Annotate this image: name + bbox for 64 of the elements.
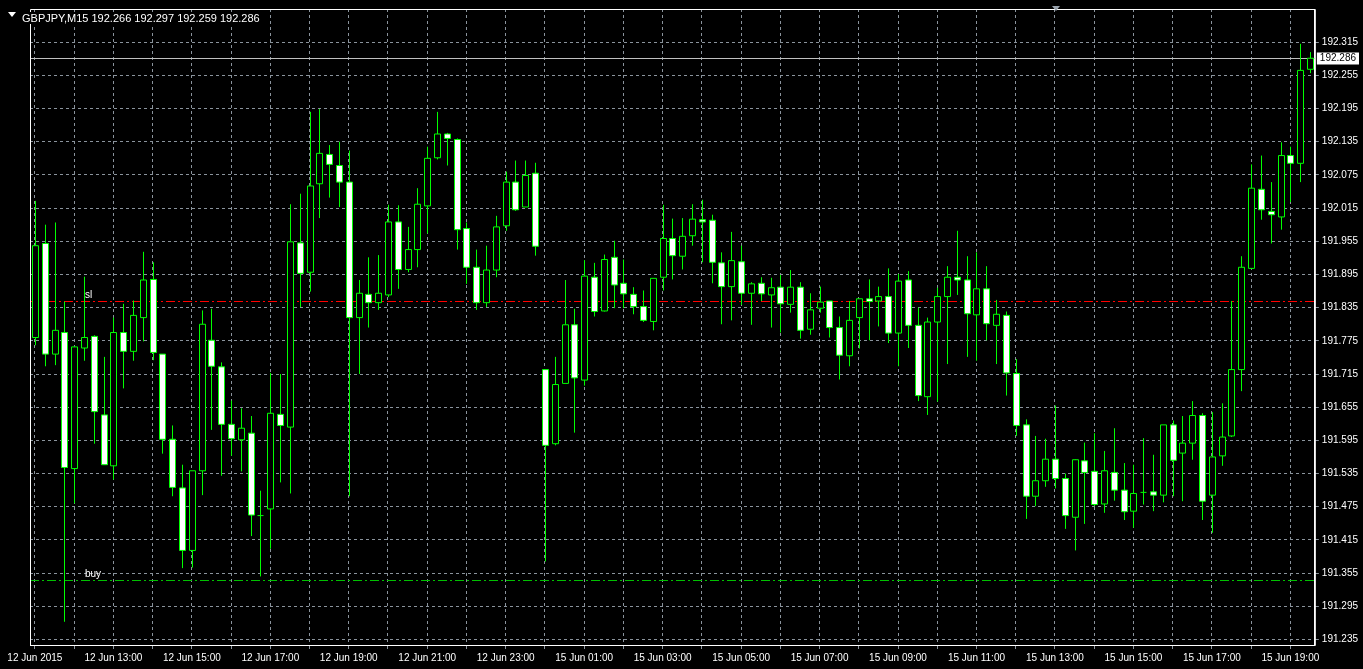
y-tick-label: 192.195 [1321,102,1359,114]
y-tick-label: 191.475 [1321,500,1359,512]
x-tick-label: 15 Jun 05:00 [712,651,771,663]
candlestick [738,245,745,306]
candlestick [1189,400,1196,461]
y-tick-label: 192.315 [1321,35,1359,47]
x-tick-label: 15 Jun 19:00 [1261,651,1320,663]
candlestick [836,315,843,381]
ref-line-label: buy [85,568,102,580]
candlestick [218,361,225,477]
y-tick-label: 191.355 [1321,566,1359,578]
x-tick-label: 12 Jun 21:00 [398,651,457,663]
x-tick-label: 12 Jun 17:00 [241,651,300,663]
x-tick-label: 15 Jun 13:00 [1026,651,1085,663]
candlestick [61,301,68,623]
candlestick [1140,437,1147,506]
y-tick-label: 191.895 [1321,268,1359,280]
candlestick [120,303,127,389]
y-tick-label: 191.775 [1321,334,1359,346]
x-tick-label: 12 Jun 13:00 [84,651,143,663]
candlestick [336,141,343,208]
y-tick-label: 192.255 [1321,69,1359,81]
candlestick [1081,442,1088,525]
x-tick-label: 12 Jun 15:00 [162,651,222,663]
y-tick-label: 192.135 [1321,135,1359,147]
x-tick-label: 15 Jun 15:00 [1104,651,1163,663]
y-tick-label: 191.715 [1321,367,1359,379]
candlestick [395,204,402,290]
candlestick [463,221,470,285]
y-tick-label: 191.415 [1321,533,1359,545]
candlestick [885,267,892,344]
ref-line-label: 192.286 [1319,52,1357,64]
candlestick [42,224,49,367]
x-tick-label: 12 Jun 23:00 [476,651,536,663]
candlestick [660,204,667,291]
chart-title: GBPJPY,M15 192.266 192.297 192.259 192.286 [20,12,262,24]
x-tick-label: 12 Jun 2015 [7,651,63,663]
candlestick [1199,412,1206,521]
y-tick-label: 191.655 [1321,400,1359,412]
candlestick [1209,411,1216,534]
x-tick-label: 15 Jun 03:00 [633,651,692,663]
x-tick-label: 15 Jun 07:00 [790,651,849,663]
candlestick [1032,435,1039,507]
candlestick [297,193,304,308]
y-tick-label: 191.955 [1321,235,1359,247]
y-tick-label: 191.235 [1321,633,1359,645]
candlestick [287,203,294,494]
x-tick-label: 15 Jun 09:00 [869,651,928,663]
x-tick-label: 15 Jun 01:00 [555,651,614,663]
candlestick [1150,454,1157,512]
y-tick-label: 192.075 [1321,168,1359,180]
x-tick-label: 12 Jun 19:00 [319,651,379,663]
y-tick-label: 192.015 [1321,201,1359,213]
candlestick [1170,419,1177,497]
x-tick-label: 15 Jun 11:00 [947,651,1006,663]
ref-line-label: sl [85,289,93,301]
y-tick-label: 191.835 [1321,301,1359,313]
candlestick [307,111,314,293]
x-tick-label: 15 Jun 17:00 [1182,651,1242,663]
y-tick-label: 191.595 [1321,434,1359,446]
y-tick-label: 191.295 [1321,600,1359,612]
candlestick [179,464,186,569]
y-tick-label: 191.535 [1321,467,1359,479]
candlestick [257,490,264,577]
